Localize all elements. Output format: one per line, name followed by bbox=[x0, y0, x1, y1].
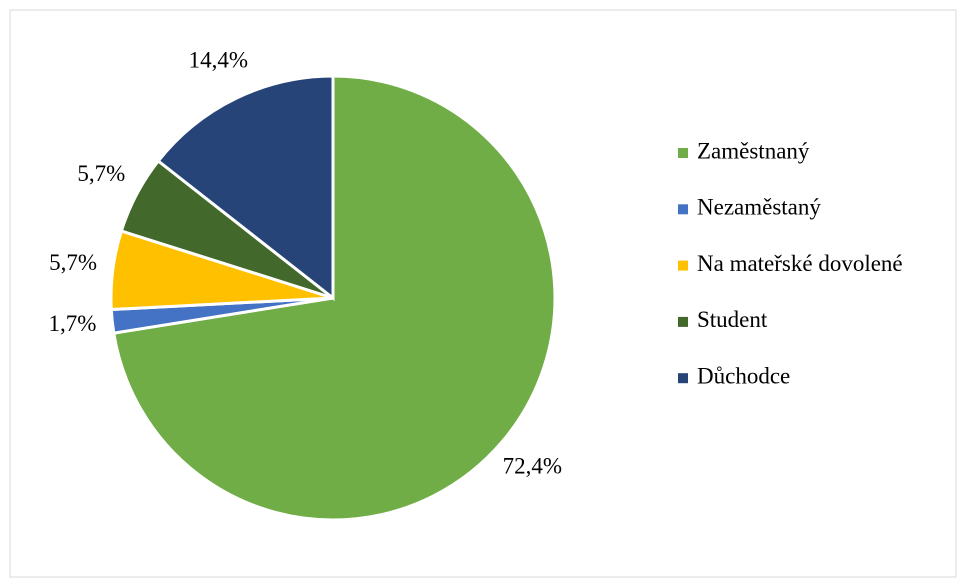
legend-swatch bbox=[678, 148, 688, 158]
legend-label: Nezaměstaný bbox=[697, 195, 821, 220]
data-label: 5,7% bbox=[77, 161, 125, 186]
data-label: 72,4% bbox=[503, 453, 562, 478]
data-label: 1,7% bbox=[48, 311, 96, 336]
legend-label: Důchodce bbox=[697, 363, 790, 388]
data-label: 5,7% bbox=[49, 250, 97, 275]
legend-swatch bbox=[678, 373, 688, 384]
legend-swatch bbox=[678, 260, 688, 271]
pie-slice bbox=[156, 74, 335, 302]
legend-label: Student bbox=[697, 307, 768, 332]
legend-label: Na mateřské dovolené bbox=[697, 251, 903, 276]
data-label: 14,4% bbox=[189, 48, 248, 73]
legend-label: Zaměstnaný bbox=[697, 138, 810, 163]
legend-swatch bbox=[678, 204, 688, 215]
legend-swatch bbox=[678, 316, 688, 327]
